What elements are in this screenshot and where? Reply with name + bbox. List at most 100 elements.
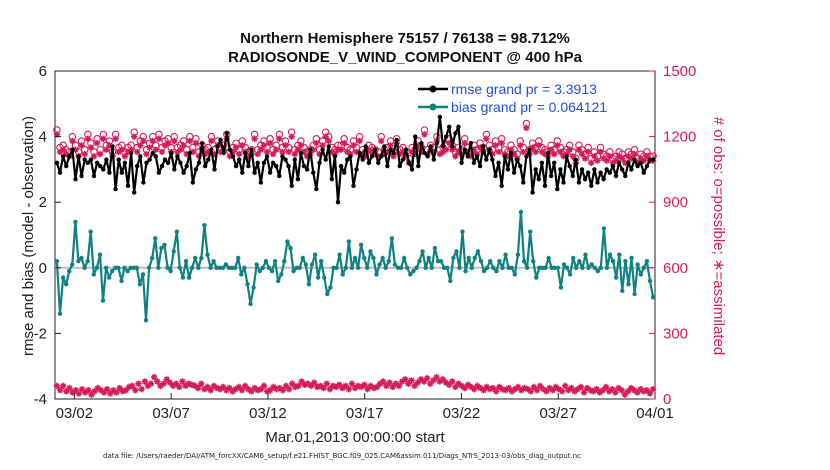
rmse-point [320, 147, 325, 152]
low-count-obs-point [270, 383, 277, 391]
rmse-point [338, 163, 344, 169]
bias-point [564, 265, 570, 270]
low-count-obs-point [348, 380, 356, 387]
assimilated-obs-point [78, 142, 85, 149]
rmse-point [342, 170, 347, 175]
low-count-obs-point [392, 380, 399, 387]
low-count-obs-point [75, 390, 83, 397]
bias-point [107, 275, 112, 280]
bias-point [165, 265, 170, 270]
rmse-point [332, 154, 338, 159]
low-count-obs-point [144, 382, 152, 390]
bias-point [463, 268, 468, 274]
bias-point [484, 265, 490, 270]
low-count-obs-point [546, 384, 553, 392]
rmse-point [184, 163, 189, 169]
rmse-point [122, 160, 128, 165]
low-count-obs-point [643, 387, 650, 394]
assimilated-obs-point [547, 146, 555, 153]
bias-point [426, 255, 431, 261]
low-count-obs-point [207, 387, 214, 394]
bias-point [518, 209, 524, 215]
low-count-obs-point [634, 389, 641, 396]
bias-point [623, 259, 628, 264]
low-count-obs-point [53, 382, 61, 390]
assimilated-obs-point [115, 148, 122, 156]
rmse-point [406, 160, 412, 165]
bias-point [297, 265, 302, 270]
rmse-point [107, 170, 112, 175]
rmse-point [379, 154, 384, 159]
low-count-obs-point [260, 382, 268, 390]
assimilated-obs-point [563, 150, 570, 158]
rmse-point [274, 163, 279, 169]
assimilated-obs-point [328, 148, 336, 156]
y-tick-label: -2 [34, 325, 47, 342]
assimilated-obs-point [381, 150, 388, 158]
low-count-obs-point [351, 384, 359, 392]
assimilated-obs-point [643, 153, 651, 160]
bias-point [260, 265, 265, 270]
assimilated-obs-point [449, 146, 456, 153]
assimilated-obs-point [72, 146, 79, 153]
rmse-point [280, 154, 285, 159]
assimilated-obs-point [316, 150, 323, 158]
assimilated-obs-point [84, 135, 92, 142]
bias-point [491, 265, 496, 270]
low-count-obs-point [423, 375, 431, 382]
assimilated-obs-point [461, 139, 468, 147]
rmse-point [249, 147, 254, 152]
bias-point [362, 255, 367, 261]
assimilated-obs-point [127, 146, 135, 153]
rmse-point [561, 180, 566, 185]
rmse-point [641, 170, 646, 175]
assimilated-obs-point [269, 150, 277, 158]
low-count-obs-point [91, 388, 98, 395]
low-count-obs-point [345, 385, 352, 393]
rmse-point [616, 160, 622, 165]
rmse-point [178, 160, 183, 165]
bias-point [586, 265, 591, 270]
bias-point [276, 278, 281, 284]
rmse-point [159, 163, 165, 169]
assimilated-obs-point [541, 150, 549, 158]
assimilated-obs-point [143, 150, 150, 158]
bias-point [589, 262, 594, 267]
assimilated-obs-point [585, 148, 592, 156]
bias-point [610, 259, 616, 264]
assimilated-obs-point [245, 153, 252, 160]
assimilated-obs-point [622, 159, 629, 167]
rmse-point [610, 163, 616, 169]
low-count-obs-point [402, 376, 409, 383]
rmse-point [493, 173, 498, 179]
assimilated-obs-point [637, 155, 644, 162]
bias-point [365, 265, 370, 270]
rmse-point [545, 150, 551, 156]
bias-point [103, 265, 109, 270]
bias-point [500, 265, 505, 270]
low-count-obs-point [273, 385, 280, 393]
low-count-obs-point [317, 382, 324, 390]
rmse-point [434, 141, 440, 146]
rmse-point [650, 157, 656, 162]
rmse-point [258, 180, 263, 185]
low-count-obs-point [627, 384, 635, 392]
assimilated-obs-point [81, 150, 88, 158]
assimilated-obs-point [492, 142, 499, 149]
assimilated-obs-point [56, 148, 64, 156]
low-count-obs-point [540, 385, 547, 393]
low-count-obs-point [521, 384, 528, 392]
bias-point [91, 272, 97, 277]
low-count-obs-point [157, 382, 164, 390]
low-count-obs-point [100, 389, 108, 396]
bias-point [509, 265, 514, 270]
bias-point [94, 265, 100, 270]
low-count-obs-point [216, 385, 224, 393]
low-count-obs-point [81, 389, 89, 396]
bias-point [285, 239, 290, 244]
rmse-point [372, 147, 378, 152]
bias-point [488, 259, 493, 264]
rmse-point [101, 167, 106, 172]
low-count-obs-point [442, 379, 450, 386]
bias-point [638, 272, 643, 277]
